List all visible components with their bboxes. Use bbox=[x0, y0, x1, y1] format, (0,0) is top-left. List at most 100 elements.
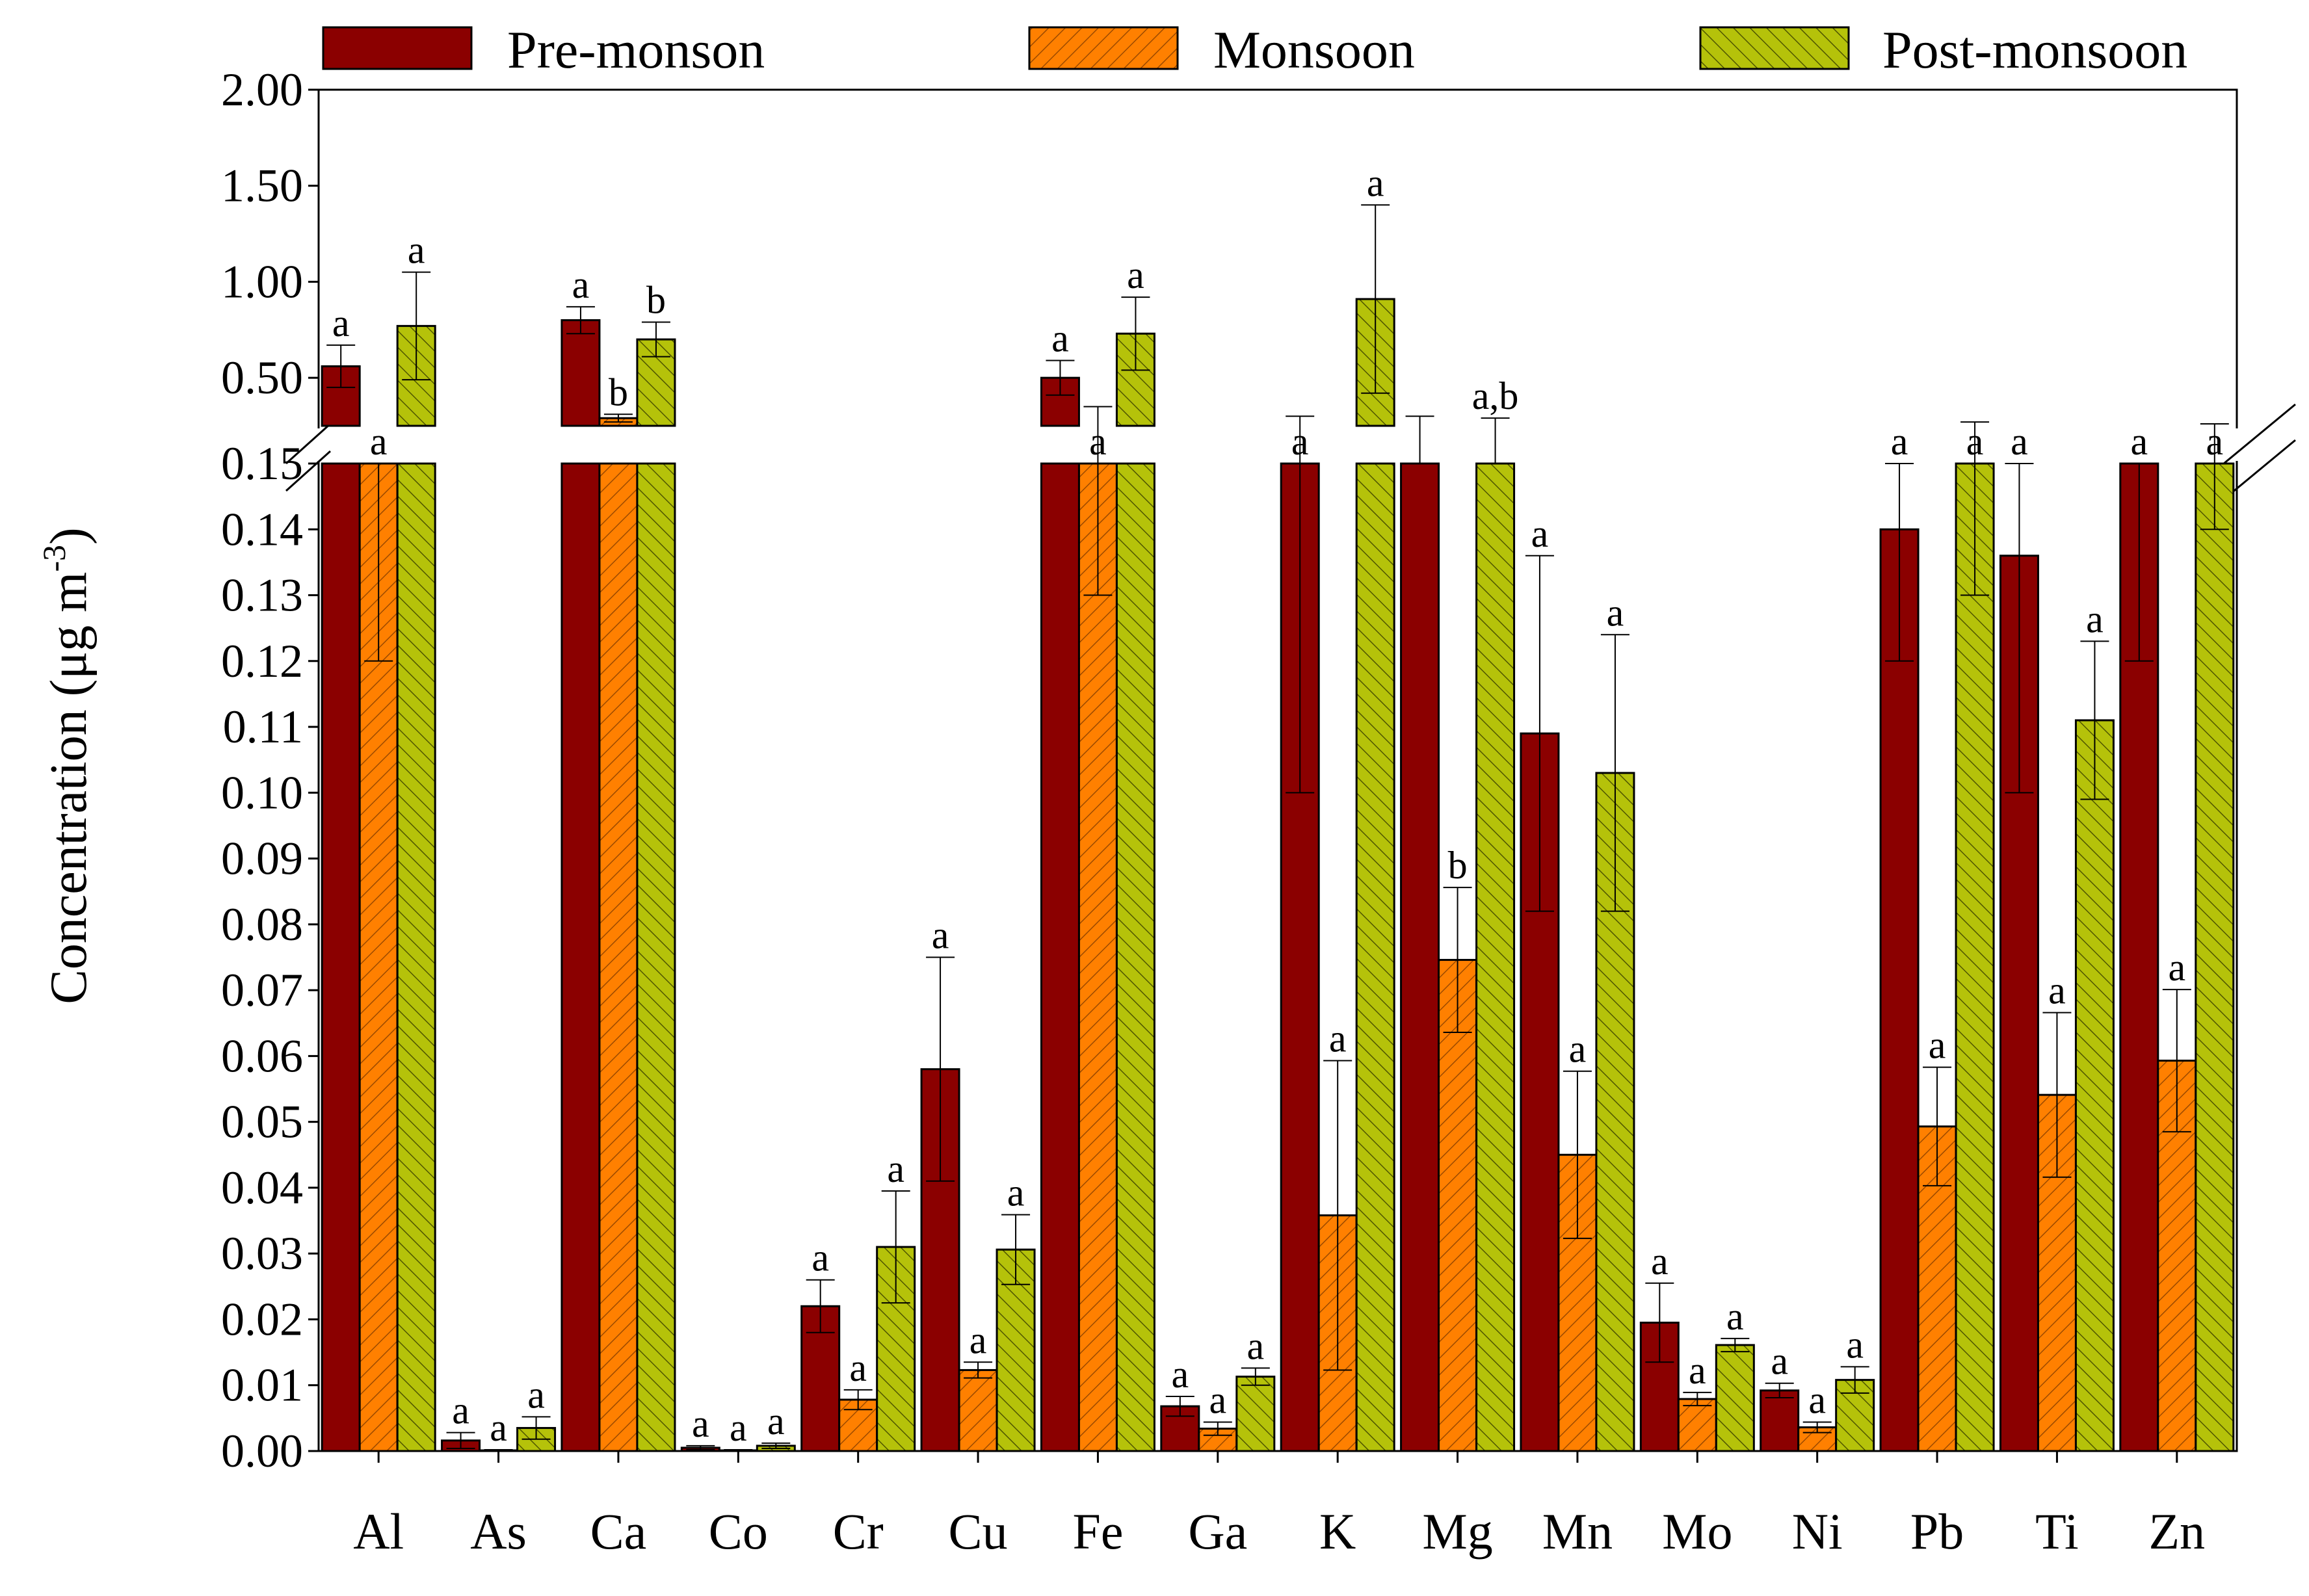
x-axis-labels: Al As Ca Co Cr Cu Fe Ga K Mg Mn Mo Ni Pb Ti Zn bbox=[353, 1451, 2205, 1560]
bar-monsoon bbox=[958, 1368, 998, 1452]
x-category-label: Ca bbox=[590, 1503, 647, 1560]
significance-label: a bbox=[527, 1373, 545, 1416]
y-tick-label: 0.05 bbox=[221, 1096, 303, 1148]
significance-label: a bbox=[1007, 1171, 1025, 1214]
bar-group-post-monsoon: a,b bbox=[1472, 374, 1518, 1452]
bar-pre-monsoon bbox=[561, 462, 601, 1452]
y-tick-label: 1.00 bbox=[221, 255, 303, 307]
bar-group-monsoon: a bbox=[958, 1318, 998, 1452]
bar-group-monsoon: b bbox=[598, 371, 639, 1452]
bar-post-monsoon bbox=[1475, 462, 1516, 1452]
bar-group-pre-monsoon: a bbox=[1999, 420, 2039, 1452]
significance-label: a bbox=[1607, 591, 1624, 634]
y-tick-label: 0.15 bbox=[221, 438, 303, 490]
bar-group-monsoon: a bbox=[1917, 1024, 1957, 1452]
significance-label: a bbox=[1367, 161, 1384, 204]
bar-group-monsoon: a bbox=[1557, 1028, 1598, 1452]
legend-label-post-monsoon: Post-monsoon bbox=[1882, 20, 2187, 79]
y-tick-label: 0.00 bbox=[221, 1425, 303, 1477]
bar-group-monsoon: b bbox=[1438, 844, 1478, 1452]
x-category-label: Mo bbox=[1662, 1503, 1732, 1560]
bar-post-monsoon bbox=[1715, 1344, 1755, 1452]
significance-label: a bbox=[692, 1402, 709, 1445]
bar-group-pre-monsoon: a bbox=[321, 302, 361, 1452]
bar-post-monsoon bbox=[1115, 462, 1155, 1452]
x-category-label: Cu bbox=[949, 1503, 1008, 1560]
bar-group-monsoon: a bbox=[838, 1346, 878, 1452]
bar-group-pre-monsoon: a bbox=[2119, 420, 2159, 1452]
bar-group-pre-monsoon: a bbox=[561, 263, 601, 1452]
bar-pre-monsoon bbox=[1879, 528, 1920, 1452]
significance-label: a bbox=[1569, 1028, 1587, 1071]
bar-group-pre-monsoon: a bbox=[1639, 1240, 1680, 1452]
bar-group-post-monsoon: a bbox=[756, 1400, 796, 1452]
legend-swatch-monsoon bbox=[1028, 26, 1179, 70]
x-category-label: Co bbox=[709, 1503, 768, 1560]
significance-label: a bbox=[811, 1236, 829, 1279]
y-tick-label: 0.07 bbox=[221, 964, 303, 1016]
bar-group-monsoon: a bbox=[2037, 969, 2077, 1452]
axis-break-mark-left bbox=[285, 423, 332, 465]
y-tick-label: 0.14 bbox=[221, 503, 303, 555]
legend-label-pre-monsoon: Pre-monson bbox=[507, 20, 765, 79]
bar-group-pre-monsoon: a bbox=[1760, 1340, 1800, 1452]
plot-frame bbox=[285, 88, 2296, 1452]
significance-label: a bbox=[1291, 420, 1309, 463]
y-tick-label: 0.11 bbox=[223, 701, 303, 753]
y-axis-ticks: 0.00 0.01 0.02 0.03 0.04 0.05 0.06 0.07 0.08 0.09… bbox=[221, 64, 319, 1477]
x-category-label: Cr bbox=[833, 1503, 884, 1560]
bar-group-pre-monsoon: a bbox=[1160, 1353, 1200, 1452]
bar-pre-monsoon bbox=[321, 462, 361, 1452]
bar-group-monsoon: a bbox=[1677, 1349, 1717, 1452]
significance-label: a bbox=[730, 1406, 747, 1449]
y-axis-title-close: ) bbox=[40, 527, 98, 545]
x-category-label: Ni bbox=[1792, 1503, 1843, 1560]
bar-group-monsoon: a bbox=[1198, 1378, 1238, 1452]
significance-label: a bbox=[1171, 1353, 1189, 1396]
significance-label: a bbox=[408, 229, 425, 272]
bar-group-pre-monsoon: a bbox=[680, 1402, 720, 1452]
bar-monsoon bbox=[1677, 1398, 1717, 1452]
axis-break-mark-left bbox=[285, 450, 332, 492]
axis-break-mark-right bbox=[2223, 439, 2296, 501]
x-category-label: Mg bbox=[1422, 1503, 1492, 1560]
y-tick-label: 0.06 bbox=[221, 1030, 303, 1082]
bar-group-post-monsoon: a bbox=[2074, 597, 2115, 1452]
significance-label: a bbox=[1651, 1240, 1669, 1283]
bar-group-pre-monsoon: a bbox=[800, 1236, 841, 1452]
legend-item-post-monsoon: Post-monsoon bbox=[1699, 20, 2187, 79]
bar-group-pre-monsoon: a bbox=[1879, 420, 1920, 1452]
y-tick-label: 0.12 bbox=[221, 635, 303, 687]
significance-label: a bbox=[1209, 1378, 1226, 1421]
significance-label: a bbox=[1771, 1340, 1788, 1383]
significance-label: a bbox=[1689, 1349, 1706, 1392]
significance-label: a bbox=[370, 420, 388, 463]
bar-post-monsoon bbox=[2074, 719, 2115, 1452]
significance-label: a bbox=[572, 263, 590, 306]
legend-item-pre-monsoon: Pre-monson bbox=[322, 20, 765, 79]
bar-group-post-monsoon: b bbox=[636, 278, 676, 1452]
significance-label: a bbox=[1966, 420, 1984, 463]
x-category-label: Ti bbox=[2035, 1503, 2079, 1560]
significance-label: a bbox=[1891, 420, 1908, 463]
y-tick-label: 0.10 bbox=[221, 766, 303, 818]
significance-label: a bbox=[1531, 512, 1549, 555]
bar-group-post-monsoon: a bbox=[396, 229, 436, 1452]
bar-group-monsoon: a bbox=[1077, 406, 1118, 1452]
x-category-label: Mn bbox=[1542, 1503, 1613, 1560]
x-category-label: Ga bbox=[1188, 1503, 1247, 1560]
x-category-label: Pb bbox=[1910, 1503, 1964, 1560]
significance-label: a bbox=[2086, 597, 2104, 640]
significance-label: a bbox=[1247, 1324, 1264, 1367]
bar-pre-monsoon bbox=[1040, 462, 1080, 1452]
significance-label: a bbox=[1726, 1295, 1744, 1338]
significance-label: a bbox=[1329, 1017, 1347, 1060]
significance-label: a bbox=[1127, 254, 1144, 296]
axis-break-mark-right bbox=[2223, 403, 2296, 465]
y-tick-label: 0.50 bbox=[221, 352, 303, 404]
significance-label: b bbox=[1448, 844, 1468, 887]
significance-label: a bbox=[970, 1318, 987, 1361]
bar-group-post-monsoon: a bbox=[1835, 1323, 1875, 1452]
significance-label: a bbox=[2011, 420, 2028, 463]
